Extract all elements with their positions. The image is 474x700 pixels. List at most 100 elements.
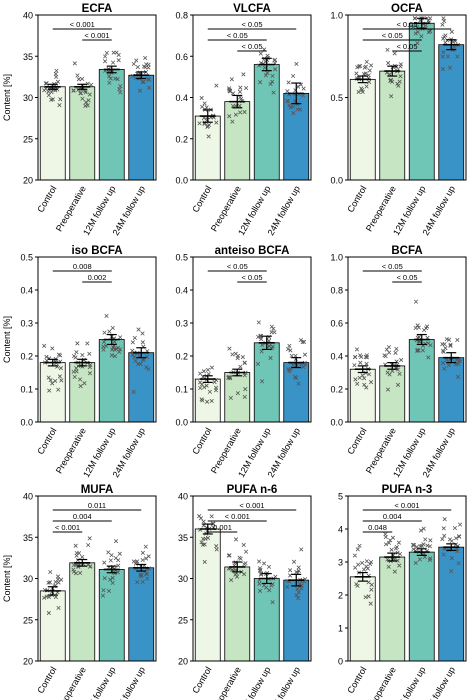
data-point <box>453 536 459 541</box>
panel-pufa-n-6: PUFA n-62025303540ControlPreoperative12M… <box>178 484 312 700</box>
data-point <box>426 355 431 360</box>
data-point <box>130 352 135 357</box>
bar <box>283 362 310 423</box>
data-point <box>214 83 219 88</box>
data-point <box>449 29 454 34</box>
plot-frame <box>37 495 157 662</box>
bar <box>98 339 125 423</box>
data-point <box>58 366 63 371</box>
data-point <box>201 369 206 374</box>
data-point <box>397 563 402 568</box>
data-point <box>86 542 91 548</box>
data-point <box>266 338 272 343</box>
plot-frame <box>37 256 157 423</box>
data-point <box>442 366 447 371</box>
plot-frame <box>347 14 467 181</box>
data-point <box>102 330 107 335</box>
y-tick-label: 0.0 <box>175 176 188 186</box>
data-point <box>241 72 246 77</box>
data-point <box>289 353 294 358</box>
data-point <box>368 601 373 606</box>
x-tick-label: Preoperative <box>364 426 398 475</box>
data-point <box>102 576 107 581</box>
data-point <box>356 89 361 95</box>
data-point <box>443 346 448 351</box>
comparison-label: 0.004 <box>383 512 402 521</box>
x-tick-label: Preoperative <box>209 426 243 475</box>
data-point <box>227 87 232 92</box>
data-point <box>202 385 207 390</box>
data-point <box>268 81 273 87</box>
data-point <box>199 397 204 402</box>
data-point <box>104 50 109 56</box>
plot-frame <box>347 256 467 423</box>
data-point <box>301 93 306 98</box>
bar <box>253 578 280 662</box>
y-axis-label: Content [%] <box>2 316 12 363</box>
data-point <box>109 353 114 358</box>
x-tick-label: 24M follow up <box>111 426 147 479</box>
data-point <box>386 564 391 569</box>
data-point <box>441 349 446 355</box>
data-point <box>296 565 301 570</box>
bar <box>253 64 280 181</box>
bar <box>253 342 280 423</box>
data-point <box>441 50 446 55</box>
data-point <box>108 577 113 582</box>
x-tick-label: 24M follow up <box>266 184 302 237</box>
data-point <box>214 544 219 549</box>
data-point <box>363 595 368 600</box>
data-point <box>440 67 445 72</box>
data-point <box>415 41 420 46</box>
y-tick-label: 0.0 <box>175 418 188 428</box>
data-point <box>116 52 121 58</box>
data-point <box>75 73 80 78</box>
data-point <box>413 31 418 36</box>
data-point <box>132 355 137 360</box>
data-point <box>204 383 209 388</box>
data-point <box>393 350 398 355</box>
data-point <box>423 537 428 542</box>
y-tick-label: 30 <box>178 574 188 584</box>
x-tick-label: Control <box>190 426 213 456</box>
data-point <box>288 568 293 573</box>
data-point <box>420 543 425 549</box>
data-point <box>241 542 246 548</box>
data-point <box>366 594 371 599</box>
data-point <box>53 71 58 76</box>
data-point <box>213 388 219 393</box>
data-point <box>80 554 85 560</box>
bar <box>224 101 251 181</box>
data-point <box>396 83 401 88</box>
panel-title: MUFA <box>81 484 114 496</box>
data-point <box>360 87 365 93</box>
data-point <box>360 560 365 565</box>
bar <box>39 86 66 181</box>
bar <box>438 546 465 662</box>
y-tick-label: 0.5 <box>330 93 343 103</box>
y-tick-label: 2 <box>338 591 343 601</box>
data-point <box>386 60 391 66</box>
data-point <box>53 594 58 600</box>
comparison-label: < 0.05 <box>227 31 248 40</box>
x-tick-label: Preoperative <box>54 665 88 700</box>
data-point <box>411 24 416 29</box>
data-point <box>382 353 387 358</box>
data-point <box>301 86 306 91</box>
data-point <box>383 532 388 537</box>
data-point <box>198 516 204 521</box>
data-point <box>412 16 417 21</box>
data-point <box>78 91 84 96</box>
data-point <box>82 381 87 386</box>
y-tick-label: 0.0 <box>20 418 33 428</box>
data-point <box>207 389 212 394</box>
x-tick-label: Preoperative <box>209 184 243 233</box>
bar <box>39 362 66 423</box>
data-point <box>47 388 52 393</box>
data-point <box>392 569 397 574</box>
bar <box>379 365 406 423</box>
data-point <box>392 51 397 56</box>
x-tick-label: 24M follow up <box>111 184 147 237</box>
data-point <box>46 93 51 98</box>
